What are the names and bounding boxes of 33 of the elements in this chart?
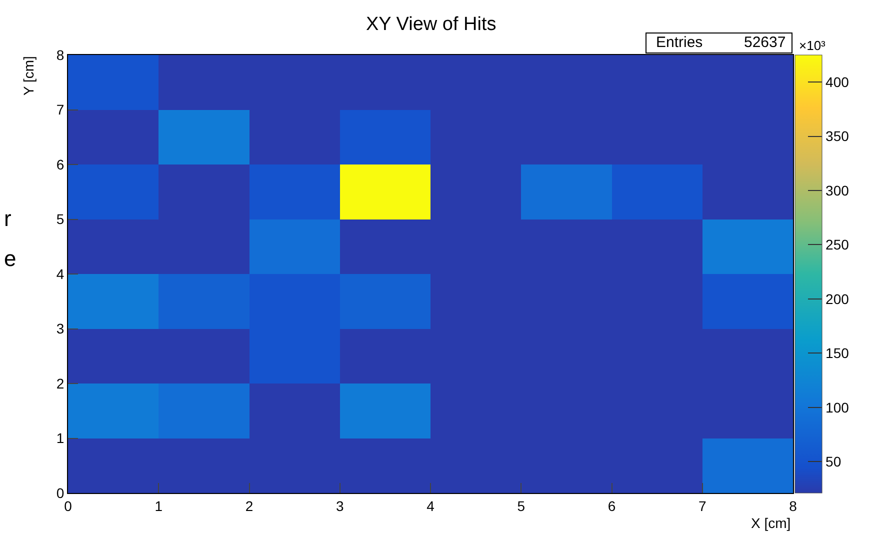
x-tick-label: 2	[245, 498, 254, 514]
text: Entries	[656, 34, 703, 51]
x-tick-label: 8	[789, 498, 798, 514]
text: ×10³	[799, 38, 826, 53]
color-bar-label: 350	[826, 128, 850, 144]
y-axis-title: Y [cm]	[20, 56, 36, 96]
x-tick-label: 6	[608, 498, 616, 514]
y-tick-label: 1	[56, 430, 64, 446]
y-tick-label: 4	[56, 266, 64, 282]
text: 52637	[744, 34, 786, 51]
color-bar-label: 50	[826, 453, 842, 470]
color-bar-label: 300	[826, 182, 850, 198]
x-tick-label: 7	[698, 498, 706, 514]
y-tick-label: 3	[56, 320, 64, 337]
color-bar-label: 100	[826, 399, 850, 416]
y-tick-label: 7	[56, 102, 64, 118]
y-tick-label: 0	[56, 484, 64, 501]
color-bar-label: 250	[826, 236, 850, 253]
y-tick-label: 2	[56, 375, 64, 392]
color-bar-label: 400	[826, 74, 850, 90]
x-tick-label: 4	[426, 498, 435, 514]
x-tick-label: 5	[517, 498, 526, 514]
x-axis-title: X [cm]	[751, 515, 791, 531]
y-tick-label: 8	[56, 46, 64, 63]
x-tick-label: 1	[154, 498, 163, 514]
chart-title: XY View of Hits	[366, 14, 496, 35]
text: r	[4, 206, 12, 231]
color-bar-label: 200	[826, 290, 850, 307]
x-tick-label: 3	[336, 498, 344, 514]
y-tick-label: 6	[56, 156, 64, 172]
color-bar-label: 150	[826, 345, 850, 362]
y-tick-label: 5	[56, 211, 64, 228]
text: e	[4, 246, 16, 271]
